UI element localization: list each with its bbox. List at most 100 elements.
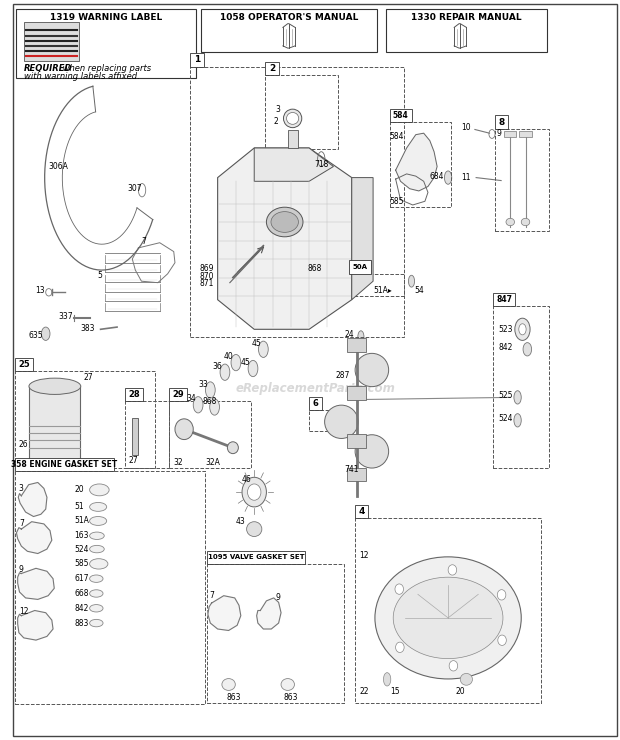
Bar [347,386,366,400]
Polygon shape [257,598,281,629]
Text: 10: 10 [461,123,471,132]
Text: 2: 2 [273,117,278,126]
Bar [169,388,187,401]
Text: 36: 36 [213,362,223,371]
Ellipse shape [90,559,108,569]
Polygon shape [17,522,52,554]
Text: 870: 870 [200,272,214,280]
Ellipse shape [325,406,358,438]
Text: 9: 9 [497,129,502,138]
Bar [16,371,156,468]
Text: 27: 27 [84,373,93,382]
Text: 51A: 51A [74,517,89,525]
Ellipse shape [29,378,81,394]
Text: 15: 15 [390,687,400,696]
Bar [16,358,33,371]
Bar [504,131,516,137]
Text: 868: 868 [202,397,217,406]
Text: 307: 307 [128,184,142,193]
Text: 7: 7 [141,238,146,246]
Ellipse shape [395,584,404,594]
Ellipse shape [523,343,531,356]
Bar [16,458,114,471]
Bar [309,410,347,431]
Text: 32A: 32A [205,458,220,467]
Text: 27: 27 [128,456,138,465]
Ellipse shape [409,275,415,287]
Text: 5: 5 [97,271,102,280]
Text: 1095 VALVE GASKET SET: 1095 VALVE GASKET SET [208,554,304,560]
Text: 3: 3 [19,484,24,493]
Bar [29,386,81,460]
Polygon shape [218,148,352,329]
Text: 46: 46 [242,475,252,484]
Bar [355,505,368,518]
Text: 863: 863 [283,693,298,702]
Bar [206,551,306,564]
Bar [355,518,541,703]
Text: 22: 22 [359,687,368,696]
Ellipse shape [519,324,526,334]
Text: 684: 684 [430,172,445,181]
Ellipse shape [248,360,258,377]
Ellipse shape [42,327,50,340]
Text: 26: 26 [18,440,28,448]
Text: 8: 8 [498,118,505,127]
Text: 11: 11 [461,173,471,182]
Bar [520,131,531,137]
Ellipse shape [286,112,299,124]
Text: 668: 668 [74,589,89,598]
Ellipse shape [267,207,303,237]
Text: 871: 871 [200,279,214,288]
Text: 12: 12 [359,551,368,559]
Text: 718: 718 [314,160,329,169]
Text: 585: 585 [74,559,89,568]
Text: 524: 524 [74,545,89,554]
Text: 842: 842 [74,604,89,613]
Ellipse shape [90,517,107,525]
Bar [125,401,169,468]
Text: 287: 287 [336,371,350,380]
Text: 40: 40 [224,352,234,361]
Text: 584: 584 [392,111,409,120]
Text: 54: 54 [414,286,423,295]
Text: 6: 6 [313,399,319,408]
Bar [386,9,547,52]
Text: 32: 32 [174,458,184,467]
Ellipse shape [521,218,529,226]
Text: 524: 524 [498,414,513,423]
Bar [265,62,278,75]
Bar [389,109,412,122]
Ellipse shape [448,565,457,575]
Text: 45: 45 [241,358,250,367]
Ellipse shape [193,397,203,413]
Text: 51: 51 [74,502,84,511]
Text: 883: 883 [74,619,89,628]
Bar [169,401,251,468]
Ellipse shape [259,341,268,357]
Text: 25: 25 [18,360,30,369]
Ellipse shape [247,484,261,500]
Text: 584: 584 [389,132,404,141]
Text: 33: 33 [198,380,208,388]
Ellipse shape [355,435,389,468]
Text: 635: 635 [29,332,43,340]
Text: when replacing parts: when replacing parts [60,64,151,73]
Ellipse shape [231,354,241,371]
Text: 43: 43 [236,517,246,526]
Polygon shape [396,133,437,191]
Text: 525: 525 [498,391,513,400]
Ellipse shape [90,532,104,539]
Ellipse shape [90,590,103,597]
Text: 24: 24 [345,330,354,339]
Ellipse shape [445,171,452,184]
Text: 1330 REPAIR MANUAL: 1330 REPAIR MANUAL [411,13,521,22]
Bar [200,9,378,52]
Ellipse shape [283,110,302,128]
Text: 28: 28 [128,390,140,399]
Ellipse shape [355,354,389,386]
Text: 3: 3 [275,105,280,114]
Polygon shape [208,596,241,630]
Ellipse shape [514,391,521,404]
Text: 45: 45 [251,339,261,348]
